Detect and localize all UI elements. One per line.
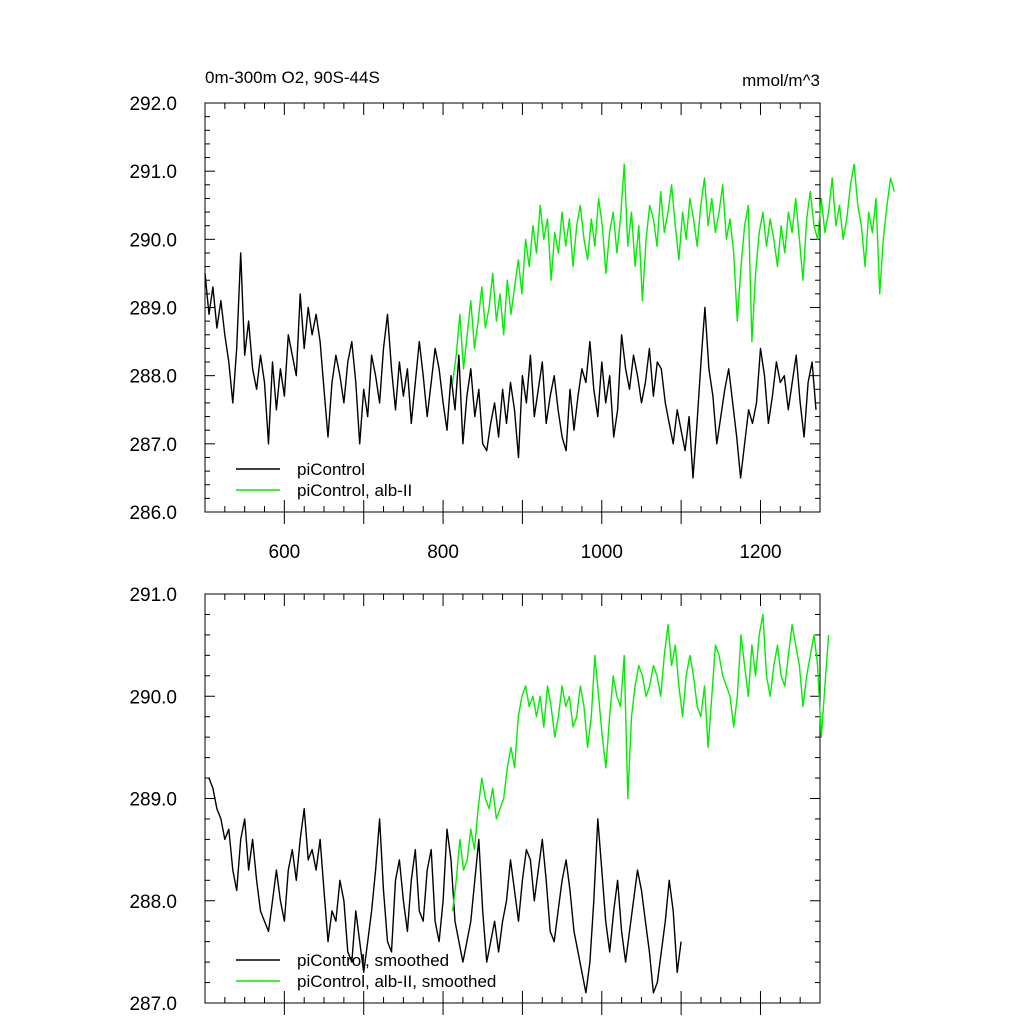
units-label: mmol/m^3 [742,71,820,90]
plot-frame [204,593,821,1004]
legend-label: piControl, smoothed [297,951,449,970]
x-tick-label: 800 [427,542,459,563]
bottom-panel: 287.0 288.0 289.0 290.0 291.0 piControl, smoo… [129,585,830,1015]
series-line-0 [208,777,682,994]
chart-title: 0m-300m O2, 90S-44S [205,68,380,87]
y-tick-label: 288.0 [129,892,177,913]
y-tick-label: 290.0 [129,687,177,708]
y-tick-label: 286.0 [129,503,177,524]
legend-label: piControl, alb-II, smoothed [297,972,496,991]
y-tick-label: 290.0 [129,230,177,251]
x-tick-label: 600 [269,542,301,563]
y-tick-label: 291.0 [129,585,177,606]
series-line-0 [204,252,817,479]
y-tick-label: 289.0 [129,790,177,811]
legend-label: piControl, alb-II [297,481,412,500]
x-tick-label: 1200 [739,542,781,563]
y-tick-label: 288.0 [129,367,177,388]
top-panel: 0m-300m O2, 90S-44S mmol/m^3 286.0 287.0 2… [129,68,895,563]
y-tick-label: 292.0 [129,94,177,115]
series-line-1 [451,613,830,912]
x-tick-label: 1000 [581,542,623,563]
y-tick-label: 287.0 [129,994,177,1015]
series-line-1 [451,163,895,383]
y-tick-label: 287.0 [129,435,177,456]
y-tick-label: 291.0 [129,162,177,183]
y-tick-label: 289.0 [129,299,177,320]
legend-label: piControl [297,460,365,479]
